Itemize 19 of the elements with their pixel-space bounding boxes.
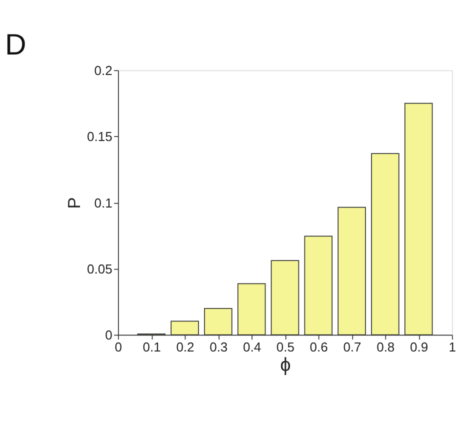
x-axis-title: ϕ — [280, 354, 291, 376]
x-tick-label: 0.1 — [142, 340, 161, 355]
x-tick-label: 0.6 — [310, 340, 328, 355]
x-tick-label: 0.2 — [176, 340, 194, 355]
y-tick-label: 0.05 — [87, 261, 112, 276]
x-tick-label: 0.4 — [242, 340, 262, 355]
y-tick-label: 0.1 — [94, 195, 112, 210]
chart-title: D — [5, 28, 26, 62]
x-tick-label: 0.5 — [276, 340, 294, 355]
x-tick-label: 0 — [114, 340, 122, 355]
x-tick-label: 0.8 — [376, 340, 395, 355]
x-tick-label: 0.9 — [410, 340, 428, 355]
y-tick-label: 0 — [105, 328, 112, 343]
y-axis-title: P — [64, 197, 84, 209]
x-tick-label: 0.3 — [210, 340, 228, 355]
y-tick-label: 0.15 — [87, 129, 112, 144]
x-tick-label: 1 — [448, 340, 456, 355]
y-tick-label: 0.2 — [94, 62, 112, 78]
x-tick-label: 0.7 — [343, 340, 362, 355]
